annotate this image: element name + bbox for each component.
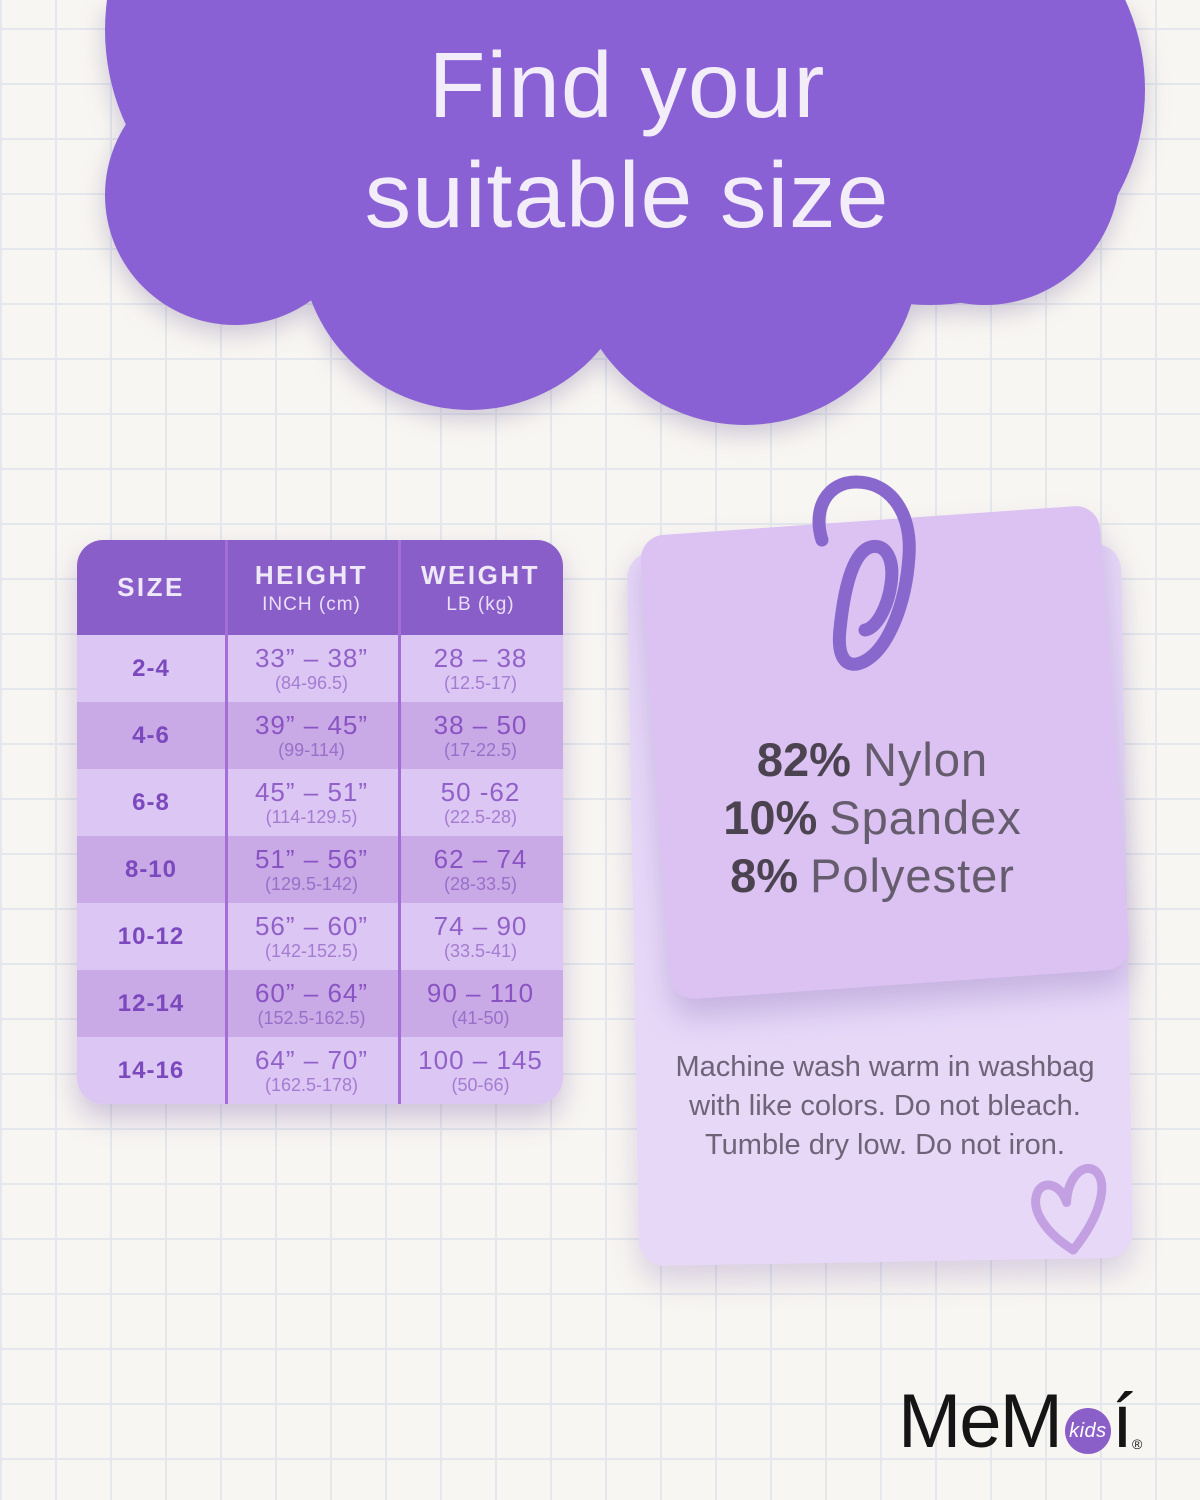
table-row: 10-12 56” – 60” (142-152.5) 74 – 90 (33.5-… bbox=[77, 903, 563, 970]
composition-line: 8% Polyester bbox=[730, 849, 1015, 902]
composition-line: 10% Spandex bbox=[723, 791, 1022, 844]
size-table-header: SIZE HEIGHT INCH (cm) WEIGHT LB (kg) bbox=[77, 540, 563, 635]
header-size: SIZE bbox=[117, 572, 185, 602]
care-line: with like colors. Do not bleach. bbox=[689, 1090, 1081, 1122]
page-title-line1: Find your bbox=[428, 33, 826, 137]
page-title: Find your suitable size bbox=[27, 30, 1200, 250]
page-title-line2: suitable size bbox=[364, 143, 890, 247]
composition-line: 82% Nylon bbox=[756, 733, 989, 786]
table-row: 6-8 45” – 51” (114-129.5) 50 -62 (22.5-28) bbox=[77, 769, 563, 836]
cloud-shape bbox=[105, 0, 1145, 425]
table-row: 8-10 51” – 56” (129.5-142) 62 – 74 (28-33.… bbox=[77, 836, 563, 903]
care-line: Tumble dry low. Do not iron. bbox=[705, 1129, 1065, 1161]
size-table: SIZE HEIGHT INCH (cm) WEIGHT LB (kg) 2-4… bbox=[77, 540, 563, 1104]
table-row: 14-16 64” – 70” (162.5-178) 100 – 145 (50-… bbox=[77, 1037, 563, 1104]
care-line: Machine wash warm in washbag bbox=[675, 1051, 1095, 1083]
header-weight: WEIGHT LB (kg) bbox=[421, 559, 540, 615]
fabric-composition: 82% Nylon 10% Spandex 8% Polyester bbox=[645, 731, 1100, 905]
logo-text-mem: MeM bbox=[898, 1379, 1063, 1464]
header-height: HEIGHT INCH (cm) bbox=[254, 559, 369, 615]
table-row: 12-14 60” – 64” (152.5-162.5) 90 – 110 (41… bbox=[77, 970, 563, 1037]
heart-icon bbox=[1031, 1164, 1107, 1255]
kids-badge: kids bbox=[1064, 1408, 1111, 1454]
table-row: 2-4 33” – 38” (84-96.5) 28 – 38 (12.5-17) bbox=[77, 635, 563, 702]
table-row: 4-6 39” – 45” (99-114) 38 – 50 (17-22.5) bbox=[77, 702, 563, 769]
brand-logo: MeM kids í ® bbox=[898, 1379, 1143, 1464]
care-instructions: Machine wash warm in washbag with like c… bbox=[655, 1048, 1115, 1165]
registered-mark: ® bbox=[1132, 1436, 1143, 1452]
logo-text-i: í bbox=[1111, 1379, 1133, 1464]
paperclip-icon bbox=[812, 475, 916, 671]
